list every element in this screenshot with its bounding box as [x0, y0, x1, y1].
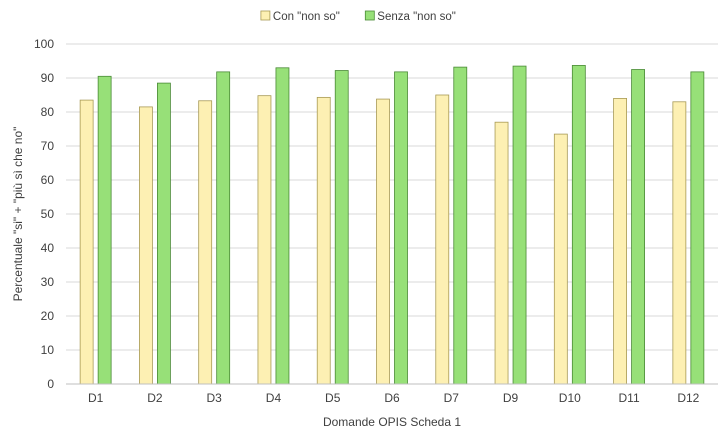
legend-label: Con "non so" [273, 11, 340, 23]
x-axis-label: Domande OPIS Scheda 1 [323, 415, 461, 429]
bar-senza-non-so [691, 72, 704, 384]
bar-con-non-so [436, 95, 449, 384]
legend-label: Senza "non so" [377, 11, 456, 23]
bar-senza-non-so [335, 71, 348, 384]
bar-senza-non-so [157, 83, 170, 384]
x-tick-label: D9 [503, 391, 519, 405]
x-tick-label: D4 [266, 391, 282, 405]
bars [80, 65, 704, 384]
x-tick-label: D1 [88, 391, 104, 405]
x-tick-label: D6 [384, 391, 400, 405]
bar-senza-non-so [276, 68, 289, 384]
x-tick-label: D7 [444, 391, 460, 405]
legend-swatch [365, 11, 374, 20]
y-tick-label: 80 [41, 105, 55, 119]
y-tick-label: 100 [34, 37, 54, 51]
bar-con-non-so [377, 99, 390, 384]
y-tick-label: 90 [41, 71, 55, 85]
y-tick-label: 0 [47, 377, 54, 391]
bar-con-non-so [258, 96, 271, 384]
bar-con-non-so [554, 134, 567, 384]
x-tick-label: D2 [147, 391, 163, 405]
bar-con-non-so [80, 100, 93, 384]
y-tick-label: 20 [41, 309, 55, 323]
bar-con-non-so [199, 101, 212, 384]
y-tick-label: 70 [41, 139, 55, 153]
bar-senza-non-so [513, 66, 526, 384]
y-tick-label: 60 [41, 173, 55, 187]
y-tick-label: 40 [41, 241, 55, 255]
bar-con-non-so [317, 97, 330, 384]
legend: Con "non so" Senza "non so" [261, 11, 456, 23]
bar-senza-non-so [572, 65, 585, 384]
y-axis-label: Percentuale "si" + "più sì che no" [11, 127, 25, 302]
bar-senza-non-so [395, 72, 408, 384]
x-tick-label: D5 [325, 391, 341, 405]
bar-con-non-so [614, 98, 627, 384]
x-tick-label: D3 [207, 391, 223, 405]
x-tick-label: D10 [559, 391, 581, 405]
legend-swatch [261, 11, 270, 20]
y-tick-label: 10 [41, 343, 55, 357]
bar-senza-non-so [98, 76, 111, 384]
bar-senza-non-so [217, 72, 230, 384]
x-tick-label: D11 [619, 391, 640, 405]
bar-con-non-so [495, 122, 508, 384]
x-tick-label: D12 [677, 391, 699, 405]
y-tick-label: 50 [41, 207, 55, 221]
y-axis-ticks: 0 10 20 30 40 50 60 70 80 90 100 [34, 37, 54, 391]
y-tick-label: 30 [41, 275, 55, 289]
bar-con-non-so [139, 107, 152, 384]
bar-senza-non-so [454, 67, 467, 384]
x-axis-ticks: D1 D2 D3 D4 D5 D6 D7 D9 D10 D11 D12 [88, 391, 700, 405]
bar-con-non-so [673, 102, 686, 384]
bar-senza-non-so [632, 70, 645, 385]
